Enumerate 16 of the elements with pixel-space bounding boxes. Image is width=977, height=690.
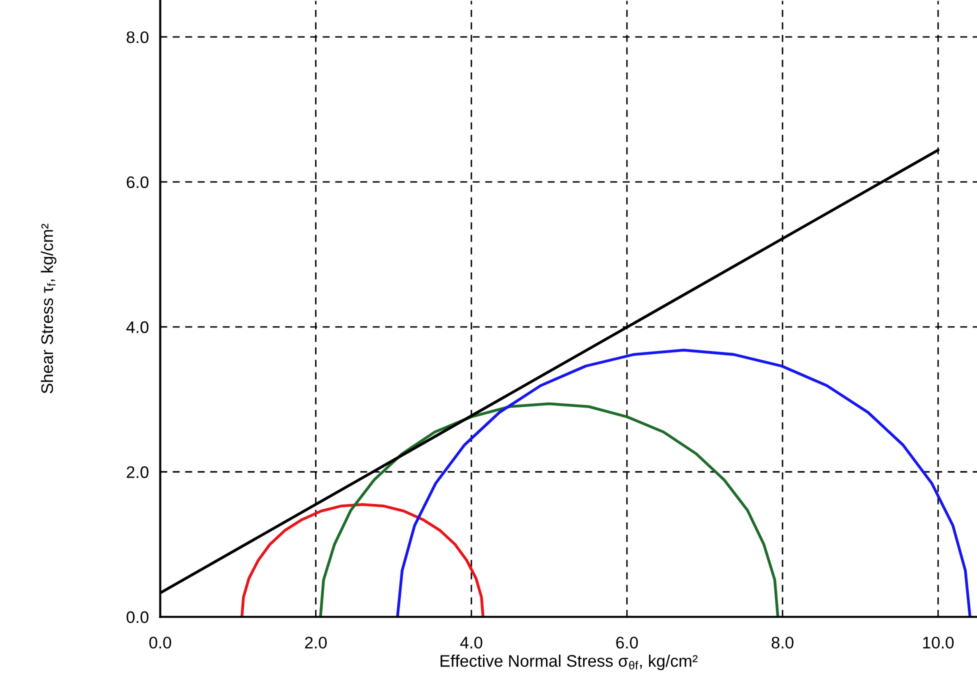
line-series bbox=[319, 402, 780, 617]
y-tick-label: 0.0 bbox=[126, 611, 148, 624]
x-tick-label: 4.0 bbox=[460, 636, 482, 649]
y-tick-label: 6.0 bbox=[126, 176, 148, 188]
y-tick-label: 4.0 bbox=[126, 321, 148, 334]
x-tick-label: 6.0 bbox=[616, 636, 638, 649]
x-tick-label: 2.0 bbox=[305, 636, 327, 649]
line-series bbox=[396, 348, 972, 617]
y-tick-label: 2.0 bbox=[126, 466, 148, 478]
x-tick-label: 10.0 bbox=[923, 636, 954, 649]
x-tick-label: 8.0 bbox=[772, 636, 794, 649]
y-tick-label: 8.0 bbox=[126, 31, 148, 44]
y-axis-title: Shear Stress τ$_{f}$, kg/cm² bbox=[40, 224, 56, 394]
x-tick-label: 0.0 bbox=[149, 636, 172, 649]
x-axis-title: Effective Normal Stress σ$_{θf}$, kg/cm² bbox=[440, 654, 698, 670]
line-series bbox=[240, 503, 484, 617]
